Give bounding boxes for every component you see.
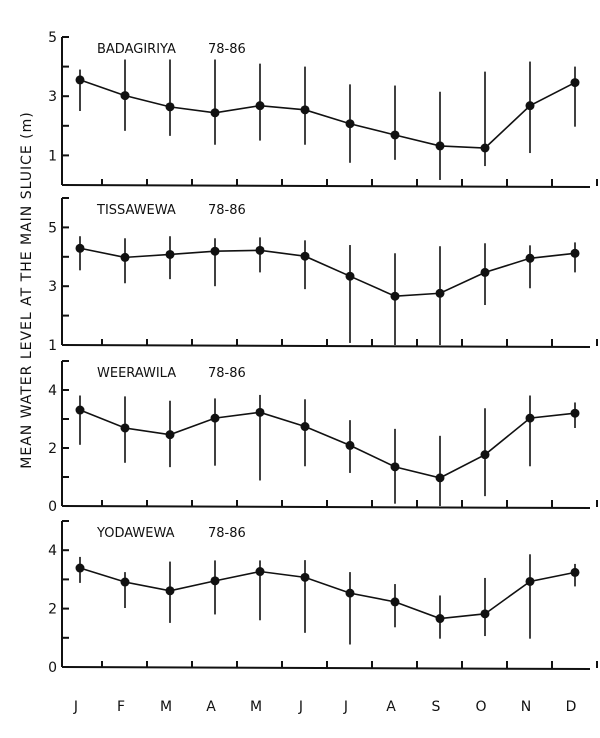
data-point <box>345 588 355 598</box>
data-point <box>525 413 535 423</box>
data-point <box>300 572 310 582</box>
data-point <box>165 586 175 596</box>
station-name: WEERAWILA <box>97 366 176 381</box>
panel-tissawewa: 1 3 5 TISSAWEWA 78-86 <box>48 197 598 354</box>
data-point <box>435 288 445 298</box>
month-label: D <box>566 699 577 715</box>
data-point <box>75 75 85 85</box>
data-point <box>345 440 355 450</box>
series-line <box>79 567 576 620</box>
data-point <box>210 108 220 118</box>
data-point <box>435 614 445 624</box>
data-point <box>435 473 445 483</box>
series-line <box>79 247 576 298</box>
y-axis-label: MEAN WATER LEVEL AT THE MAIN SLUICE (m) <box>19 111 35 468</box>
month-label: M <box>160 699 172 715</box>
data-point <box>390 597 400 607</box>
data-point <box>390 462 400 472</box>
month-label: S <box>432 699 441 715</box>
panel-yodawewa: 0 2 4 YODAWEWA 78-86 <box>48 520 598 676</box>
data-point <box>300 251 310 261</box>
data-point <box>210 246 220 256</box>
data-point <box>525 576 535 586</box>
station-name: TISSAWEWA <box>96 203 176 218</box>
month-label: J <box>298 699 303 715</box>
y-tick-label: 5 <box>48 220 57 236</box>
y-tick-label: 1 <box>48 148 57 164</box>
data-point <box>165 249 175 259</box>
data-point <box>435 141 445 151</box>
month-label: M <box>250 699 262 715</box>
period-label: 78-86 <box>208 526 246 541</box>
period-label: 78-86 <box>208 203 246 218</box>
data-point <box>120 252 130 262</box>
data-point <box>480 609 490 619</box>
data-point <box>300 105 310 115</box>
data-point <box>120 577 130 587</box>
data-point <box>480 450 490 460</box>
series-line <box>79 79 576 149</box>
data-point <box>570 248 580 258</box>
month-label: J <box>73 699 78 715</box>
data-point <box>480 143 490 153</box>
month-label: A <box>386 699 396 715</box>
data-point <box>300 422 310 432</box>
data-point <box>390 291 400 301</box>
y-tick-label: 3 <box>48 89 57 105</box>
y-tick-label: 2 <box>48 441 57 457</box>
y-tick-label: 4 <box>48 543 57 559</box>
data-point <box>75 243 85 253</box>
month-label: N <box>521 699 531 715</box>
data-point <box>210 413 220 423</box>
y-tick-label: 0 <box>48 499 57 515</box>
month-label: A <box>206 699 216 715</box>
period-label: 78-86 <box>208 42 246 57</box>
period-label: 78-86 <box>208 366 246 381</box>
y-tick-label: 5 <box>48 30 57 46</box>
data-point <box>480 267 490 277</box>
data-point <box>255 407 265 417</box>
station-name: YODAWEWA <box>96 526 175 541</box>
data-point <box>165 102 175 112</box>
y-tick-label: 2 <box>48 602 57 618</box>
data-point <box>525 101 535 111</box>
station-name: BADAGIRIYA <box>97 42 176 57</box>
data-point <box>525 253 535 263</box>
y-tick-label: 0 <box>48 660 57 676</box>
data-point <box>165 430 175 440</box>
month-label: O <box>475 699 486 715</box>
data-point <box>345 119 355 129</box>
data-point <box>120 423 130 433</box>
data-point <box>75 405 85 415</box>
y-tick-label: 1 <box>48 338 57 354</box>
month-label: F <box>117 699 125 715</box>
data-point <box>570 408 580 418</box>
data-point <box>255 245 265 255</box>
data-point <box>570 78 580 88</box>
data-point <box>390 130 400 140</box>
data-point <box>75 563 85 573</box>
data-point <box>345 271 355 281</box>
data-point <box>255 567 265 577</box>
y-tick-label: 3 <box>48 279 57 295</box>
data-point <box>210 576 220 586</box>
panel-weerawila: 0 2 4 WEERAWILA 78-86 <box>48 360 598 515</box>
month-label: J <box>343 699 348 715</box>
panel-badagiriya: 1 3 5 BADAGIRIYA 78-86 <box>48 30 598 188</box>
data-point <box>255 101 265 111</box>
y-tick-label: 4 <box>48 383 57 399</box>
series-line <box>79 409 576 479</box>
data-point <box>570 567 580 577</box>
data-point <box>120 91 130 101</box>
